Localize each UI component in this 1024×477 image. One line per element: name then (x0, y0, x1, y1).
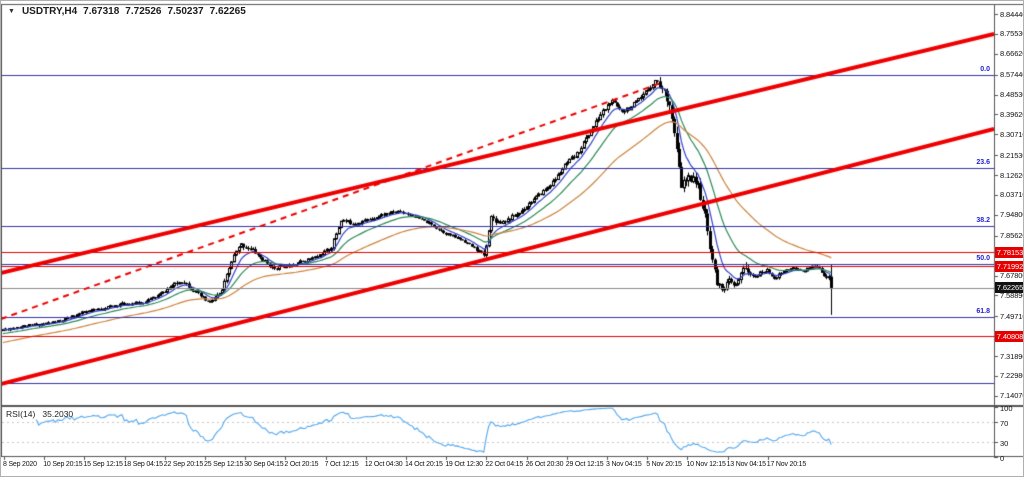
low-value: 7.50237 (167, 6, 204, 17)
indicator-name: RSI(14) (6, 409, 36, 419)
symbol-period-label: USDTRY,H4 (21, 6, 78, 17)
chart-title: ▼ USDTRY,H4 7.67318 7.72526 7.50237 7.62… (8, 6, 246, 17)
open-value: 7.67318 (83, 6, 120, 17)
collapse-arrow-icon[interactable]: ▼ (8, 8, 15, 15)
close-value: 7.62265 (209, 6, 246, 17)
indicator-label: RSI(14) 35.2030 (6, 409, 73, 419)
indicator-value: 35.2030 (42, 409, 74, 419)
high-value: 7.72526 (125, 6, 162, 17)
